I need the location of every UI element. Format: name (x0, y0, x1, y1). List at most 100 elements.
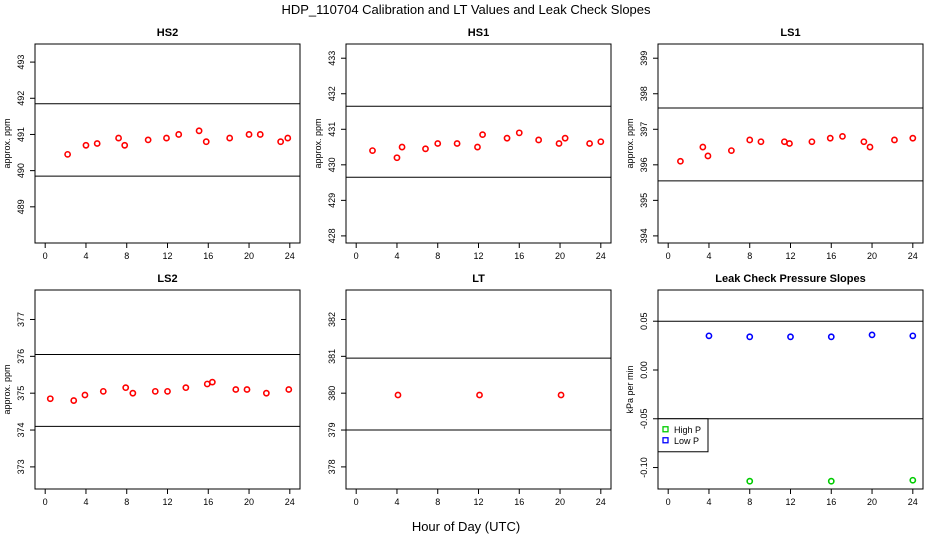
point-hs1-series-0-11 (555, 140, 563, 147)
panel-title-ls1: LS1 (780, 27, 800, 39)
ytick-label-ls1-4: 398 (639, 86, 649, 101)
point-hs2-series-0-6 (163, 134, 170, 142)
xtick-label-ls1-4: 4 (706, 251, 711, 261)
point-ls1-series-0-2 (704, 152, 712, 160)
ytick-label-leak-check-pressure-slopes-0: -0.10 (639, 457, 649, 478)
panels: HS2 approx. ppm 0 4 8 12 16 20 24 489 490 491 492 493… (2, 27, 924, 507)
point-leak-check-pressure-slopes-low-p-0 (705, 332, 713, 340)
point-hs1-series-0-6 (474, 143, 481, 151)
xtick-label-ls2-0: 0 (43, 497, 48, 507)
point-hs2-series-0-0 (64, 150, 72, 158)
ytick-label-ls2-2: 375 (16, 386, 26, 401)
point-hs2-series-0-4 (121, 141, 129, 149)
point-ls1-series-0-14 (909, 134, 917, 142)
figure-title: HDP_110704 Calibration and LT Values and… (281, 2, 651, 17)
point-hs1-series-0-1 (393, 154, 401, 162)
point-hs1-series-0-5 (453, 140, 461, 147)
xtick-label-ls2-8: 8 (124, 497, 129, 507)
xtick-label-hs1-24: 24 (596, 251, 606, 261)
point-leak-check-pressure-slopes-low-p-5 (909, 332, 917, 340)
point-leak-check-pressure-slopes-high-p-1 (827, 477, 835, 485)
point-ls2-series-0-7 (164, 387, 171, 395)
point-ls1-series-0-12 (866, 143, 874, 151)
ytick-label-hs2-1: 490 (16, 163, 26, 178)
point-ls1-series-0-8 (808, 138, 816, 146)
ytick-label-lt-1: 379 (327, 423, 337, 438)
ytick-label-ls1-5: 399 (639, 51, 649, 66)
ytick-label-ls2-3: 376 (16, 349, 26, 364)
point-hs2-series-0-9 (202, 138, 210, 146)
point-hs2-series-0-2 (93, 140, 101, 147)
xtick-label-lt-0: 0 (354, 497, 359, 507)
legend-marker-high-p (662, 426, 669, 433)
xtick-label-lt-24: 24 (596, 497, 606, 507)
xtick-label-hs1-20: 20 (555, 251, 565, 261)
point-ls1-series-0-13 (891, 136, 898, 144)
point-ls1-series-0-0 (677, 157, 684, 165)
plot-frame-ls2 (34, 289, 301, 490)
point-lt-series-0-1 (476, 391, 483, 399)
ytick-label-hs1-0: 428 (327, 228, 337, 243)
point-ls2-series-0-8 (182, 384, 190, 392)
plot-frame-ls1 (657, 43, 924, 244)
point-lt-series-0-2 (557, 391, 565, 399)
point-hs2-series-0-1 (82, 141, 90, 149)
xtick-label-ls2-20: 20 (244, 497, 254, 507)
ytick-label-leak-check-pressure-slopes-1: -0.05 (639, 409, 649, 430)
point-leak-check-pressure-slopes-high-p-2 (909, 476, 917, 484)
xtick-label-hs1-16: 16 (514, 251, 524, 261)
point-hs2-series-0-14 (284, 134, 292, 142)
xtick-label-ls1-16: 16 (826, 251, 836, 261)
legend-label-low-p: Low P (674, 436, 699, 446)
point-hs2-series-0-5 (144, 136, 152, 144)
point-ls1-series-0-4 (746, 136, 754, 144)
panel-ls1: LS1 approx. ppm 0 4 8 12 16 20 24 394 395 396 397 398… (625, 27, 924, 261)
xtick-label-hs1-8: 8 (435, 251, 440, 261)
ytick-label-hs1-2: 430 (327, 157, 337, 172)
point-hs1-series-0-8 (503, 134, 511, 142)
point-ls2-series-0-6 (151, 387, 159, 395)
point-ls2-series-0-0 (46, 395, 54, 403)
xtick-label-hs1-4: 4 (394, 251, 399, 261)
point-leak-check-pressure-slopes-low-p-2 (787, 333, 794, 341)
xtick-label-ls1-20: 20 (867, 251, 877, 261)
xtick-label-lt-16: 16 (514, 497, 524, 507)
point-leak-check-pressure-slopes-high-p-0 (746, 477, 754, 485)
point-ls2-series-0-14 (285, 386, 293, 393)
point-hs2-series-0-8 (195, 127, 203, 135)
point-hs2-series-0-3 (115, 134, 122, 142)
point-hs1-series-0-14 (597, 138, 605, 146)
point-hs1-series-0-0 (369, 147, 376, 155)
legend-label-high-p: High P (674, 425, 701, 435)
point-ls2-series-0-4 (122, 384, 130, 392)
panel-ls2: LS2 approx. ppm 0 4 8 12 16 20 24 373 374 375 376 377 (2, 273, 301, 507)
xtick-label-lt-12: 12 (473, 497, 483, 507)
ytick-label-ls2-0: 373 (16, 459, 26, 474)
xtick-label-ls2-24: 24 (285, 497, 295, 507)
xtick-label-leak-check-pressure-slopes-24: 24 (908, 497, 918, 507)
point-hs2-series-0-13 (277, 138, 285, 146)
xtick-label-ls1-0: 0 (666, 251, 671, 261)
point-hs2-series-0-7 (175, 131, 183, 138)
ytick-label-hs2-3: 492 (16, 91, 26, 106)
point-leak-check-pressure-slopes-low-p-3 (827, 333, 835, 341)
point-ls1-series-0-11 (860, 138, 868, 146)
panel-lt: LT 0 4 8 12 16 20 24 378 379 380 381 382 (327, 273, 612, 507)
plot-frame-hs2 (34, 43, 301, 244)
xtick-label-hs2-4: 4 (83, 251, 88, 261)
plot-frame-hs1 (345, 43, 612, 244)
xtick-label-ls1-24: 24 (908, 251, 918, 261)
point-hs1-series-0-13 (586, 140, 593, 147)
ylabel-ls2: approx. ppm (2, 364, 12, 414)
ytick-label-hs2-0: 489 (16, 199, 26, 214)
point-hs1-series-0-7 (479, 131, 486, 139)
xtick-label-lt-20: 20 (555, 497, 565, 507)
point-hs1-series-0-2 (398, 143, 406, 151)
point-leak-check-pressure-slopes-low-p-1 (746, 333, 754, 341)
point-hs1-series-0-9 (515, 129, 523, 137)
point-ls2-series-0-2 (81, 391, 89, 399)
panel-hs1: HS1 approx. ppm 0 4 8 12 16 20 24 428 429 430 431 432… (313, 27, 612, 261)
point-hs2-series-0-11 (245, 131, 253, 138)
figure-xlabel: Hour of Day (UTC) (412, 519, 520, 534)
